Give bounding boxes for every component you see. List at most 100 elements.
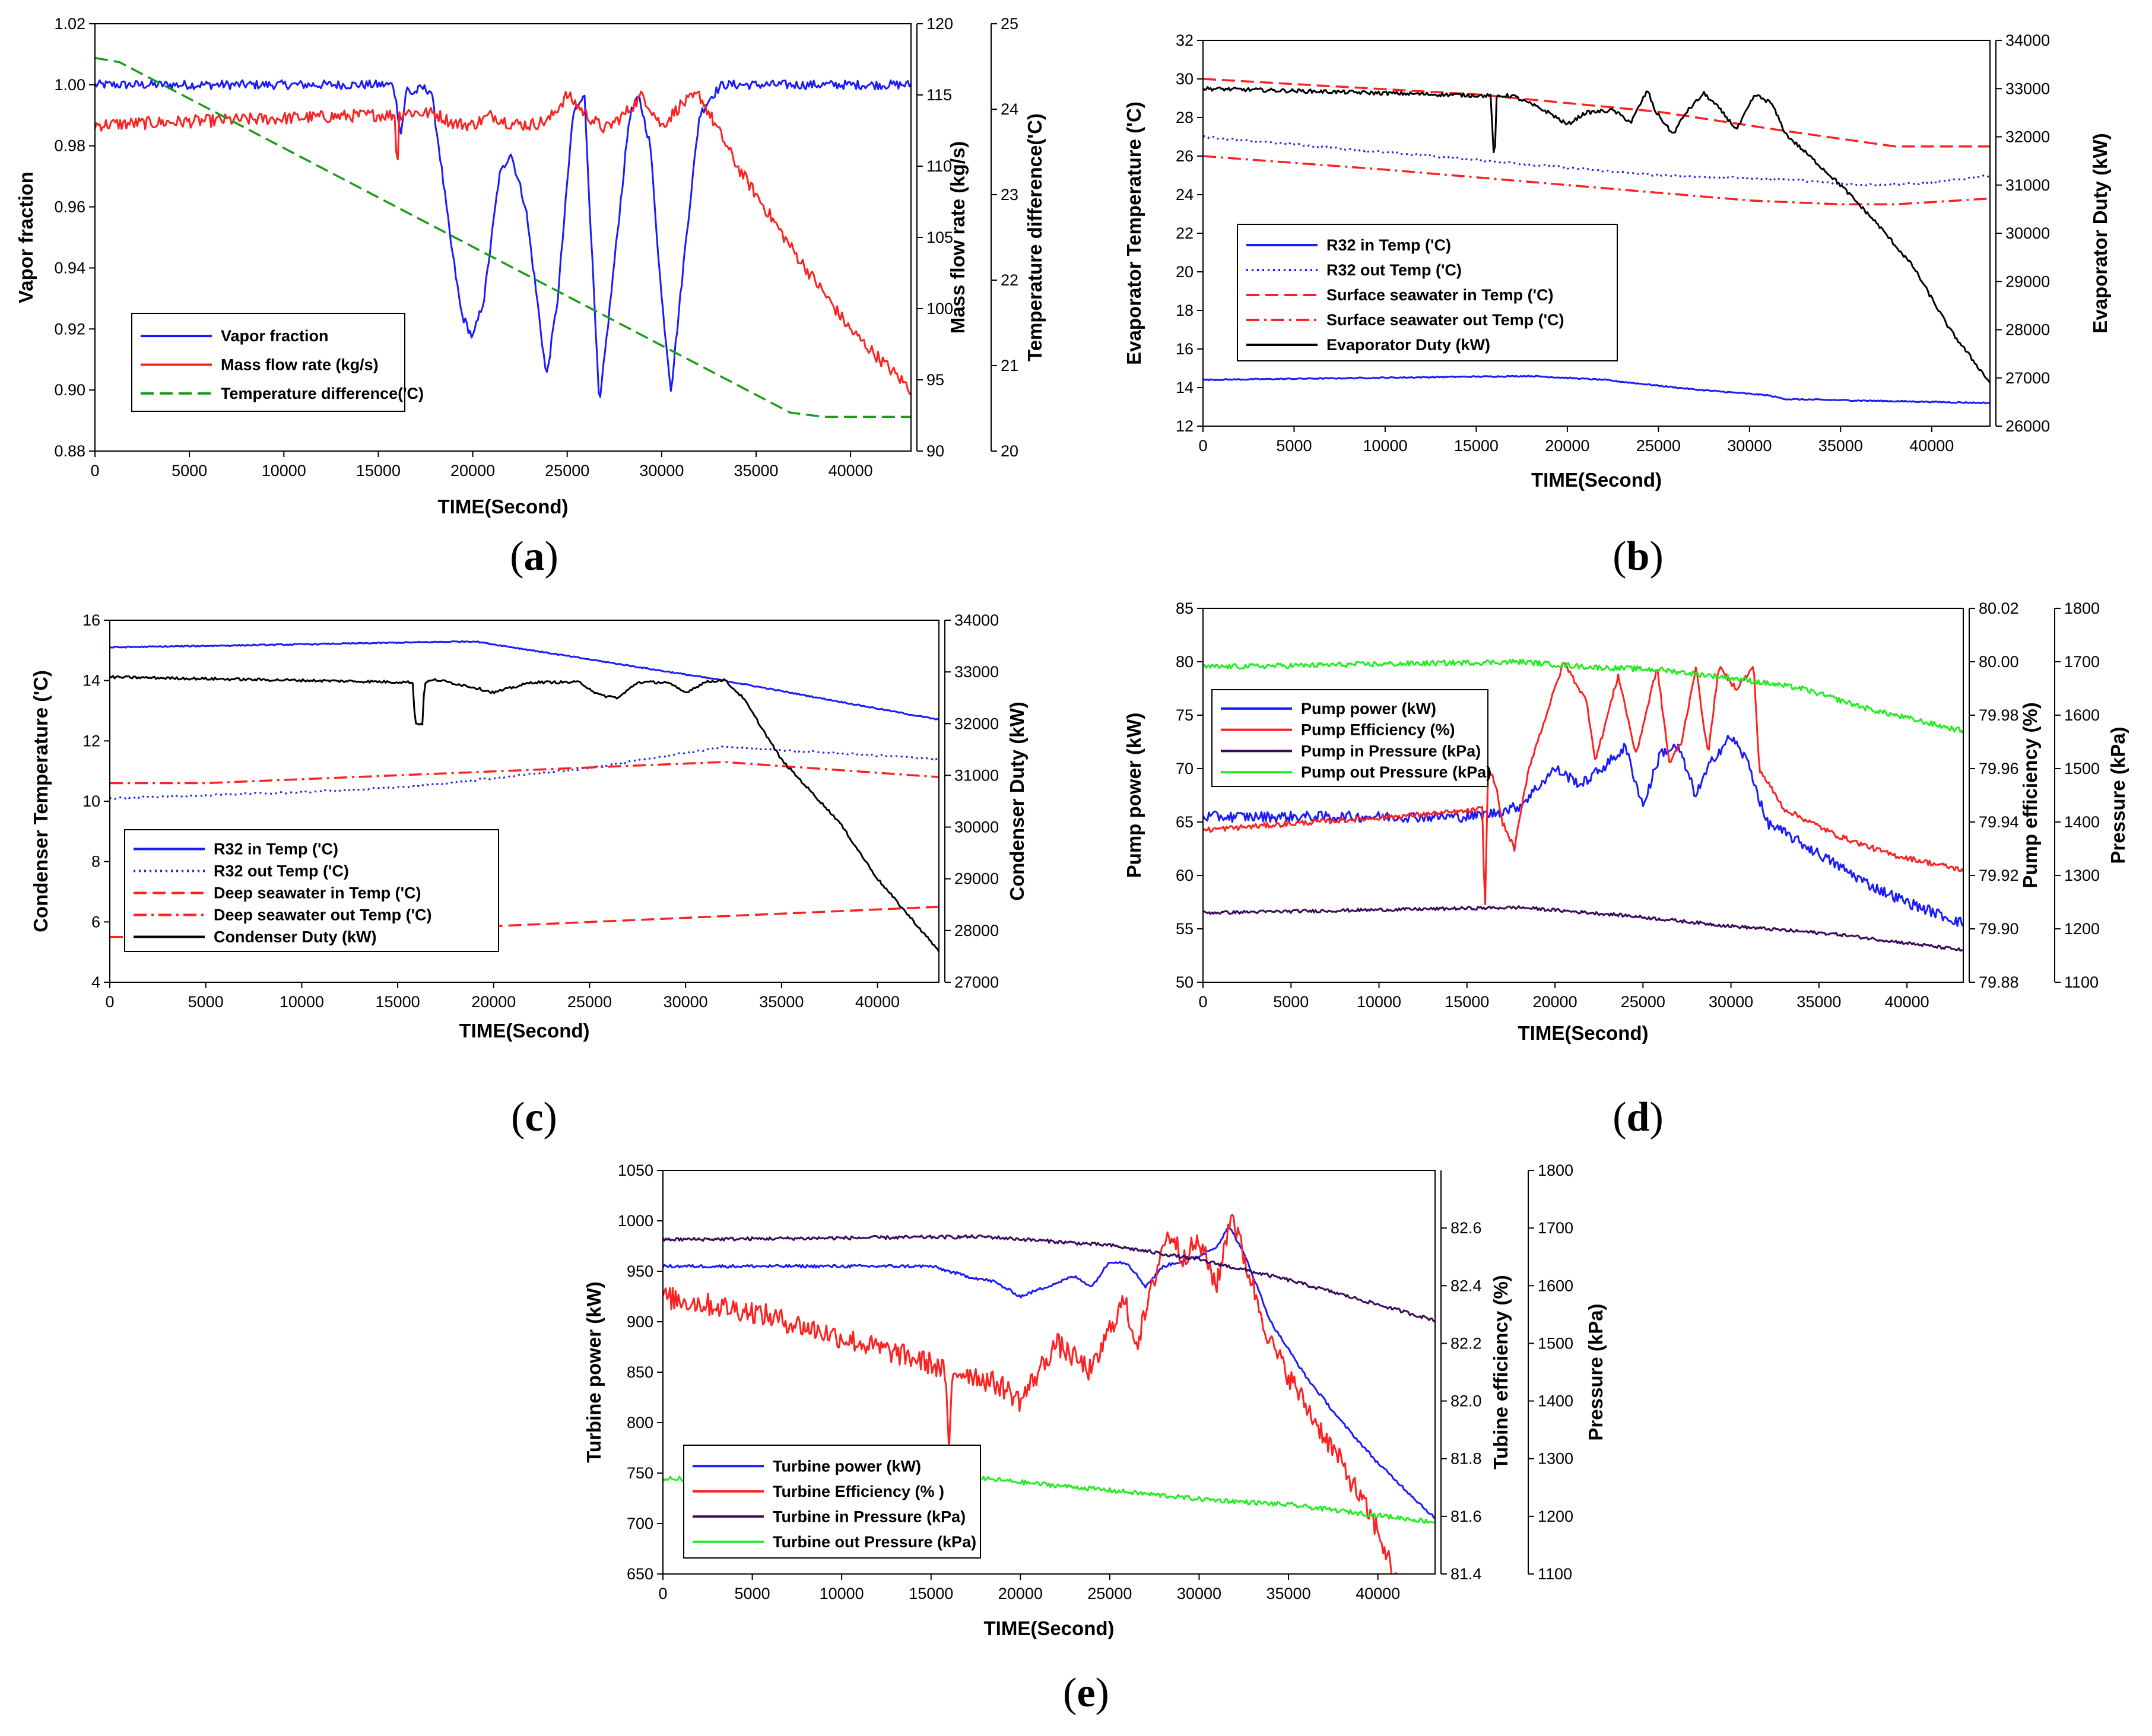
x-tick-label: 30000	[1727, 437, 1772, 455]
y-axis-label-y2: Evaporator Duty (kW)	[2089, 133, 2111, 333]
y-axis-label-y2: Condenser Duty (kW)	[1006, 702, 1028, 901]
chart-panel-c: 0 5000 10000 15000 20000 25000 30000 35000 40000…	[30, 611, 1028, 1140]
y-tick-label-y2: 33000	[2005, 80, 2050, 97]
x-tick-label: 25000	[1636, 437, 1681, 455]
x-tick-label: 20000	[1545, 437, 1589, 455]
y-tick-label-y2: 79.96	[1979, 760, 2019, 777]
y-tick-label-y1: 0.94	[54, 259, 85, 277]
legend-entry-label: Pump Efficiency (%)	[1301, 721, 1455, 739]
series-line-d-1	[1203, 662, 1963, 906]
legend-box	[1237, 224, 1618, 361]
legend-box	[683, 1445, 981, 1559]
legend-entry-label: Condenser Duty (kW)	[214, 928, 377, 946]
y-tick-label-y2: 26000	[2005, 417, 2050, 435]
panel-tag: (c)	[511, 1094, 557, 1140]
y-tick-label-y2: 32000	[2005, 128, 2050, 146]
y-tick-label-y1: 16	[1176, 340, 1194, 358]
y-tick-label-y2: 110	[926, 157, 952, 175]
y-tick-label-y3: 1400	[2064, 813, 2100, 831]
legend-entry-label: Pump in Pressure (kPa)	[1301, 742, 1481, 760]
y-axis-label-y2: Pump efficiency (%)	[2019, 702, 2041, 888]
series-group	[95, 56, 911, 418]
x-tick-label: 5000	[735, 1585, 770, 1602]
y-tick-label-y1: 1.02	[54, 15, 85, 33]
y-axis-label-y1: Evaporator Temperature ('C)	[1123, 101, 1145, 365]
x-tick-label: 5000	[1276, 437, 1312, 455]
x-tick-label: 40000	[1885, 993, 1929, 1011]
y-tick-label-y1: 70	[1176, 760, 1194, 777]
x-axis-label: TIME(Second)	[1531, 469, 1662, 491]
x-tick-label: 5000	[1273, 993, 1309, 1011]
y-tick-label-y1: 0.92	[54, 320, 85, 338]
y-tick-label-y1: 650	[627, 1565, 653, 1583]
y-tick-label-y1: 14	[82, 672, 100, 690]
series-line-d-0	[1203, 735, 1963, 927]
series-line-b-3	[1203, 155, 1990, 206]
series-line-c-1	[110, 745, 939, 800]
x-tick-label: 20000	[450, 462, 495, 480]
y-tick-label-y1: 18	[1176, 302, 1194, 319]
y-tick-label-y2: 29000	[2005, 272, 2050, 290]
x-axis-label: TIME(Second)	[984, 1617, 1115, 1639]
y-tick-label-y1: 80	[1176, 653, 1194, 671]
legend-entry-label: Vapor fraction	[221, 327, 329, 345]
y-tick-label-y3: 1600	[1538, 1277, 1573, 1294]
y-tick-label-y1: 30	[1176, 70, 1194, 88]
y-tick-label-y2: 95	[926, 371, 944, 389]
x-tick-label: 10000	[1357, 993, 1401, 1011]
y-tick-label-y3: 23	[1001, 186, 1018, 204]
x-tick-label: 10000	[262, 462, 306, 480]
y-tick-label-y1: 22	[1176, 224, 1194, 242]
x-tick-label: 35000	[734, 462, 778, 480]
y-tick-label-y1: 0.88	[54, 442, 85, 460]
x-tick-label: 40000	[1356, 1585, 1400, 1602]
y-tick-label-y2: 79.98	[1979, 706, 2019, 724]
y-tick-label-y2: 82.4	[1450, 1277, 1482, 1294]
series-group	[1203, 78, 1990, 405]
legend-entry-label: Surface seawater out Temp ('C)	[1326, 311, 1564, 329]
y-tick-label-y1: 950	[627, 1262, 653, 1280]
series-line-e-1	[663, 1214, 1397, 1574]
y-tick-label-y3: 1400	[1538, 1392, 1573, 1410]
series-line-e-2	[663, 1234, 1435, 1322]
x-tick-label: 25000	[1621, 993, 1665, 1011]
chart-panel-a: 0 5000 10000 15000 20000 25000 30000 35000 40000…	[15, 15, 1046, 579]
legend-entry-label: R32 out Temp ('C)	[1326, 261, 1462, 279]
y-tick-label-y1: 0.96	[54, 198, 85, 216]
y-tick-label-y2: 105	[926, 228, 953, 246]
y-axis-label-y1: Vapor fraction	[15, 172, 37, 303]
y-axis-label-y3: Pressure (kPa)	[2107, 726, 2129, 864]
x-tick-label: 10000	[1363, 437, 1407, 455]
y-tick-label-y3: 1600	[2064, 706, 2100, 724]
x-tick-label: 35000	[1267, 1585, 1311, 1602]
y-tick-label-y1: 65	[1176, 813, 1194, 831]
y-tick-label-y3: 25	[1001, 15, 1018, 33]
x-tick-label: 15000	[1445, 993, 1489, 1011]
panel-tag: (b)	[1613, 534, 1664, 579]
y-tick-label-y2: 31000	[2005, 176, 2050, 194]
y-tick-label-y2: 79.92	[1979, 867, 2019, 884]
y-tick-label-y2: 29000	[954, 870, 999, 888]
y-tick-label-y1: 1050	[618, 1161, 653, 1179]
series-group	[1203, 658, 1963, 952]
y-tick-label-y1: 850	[627, 1363, 653, 1381]
y-axis-label-y1: Pump power (kW)	[1123, 713, 1145, 878]
legend-entry-label: Temperature difference('C)	[221, 385, 424, 402]
legend-entry-label: Pump out Pressure (kPa)	[1301, 763, 1491, 781]
panel-tag: (a)	[510, 534, 558, 579]
y-tick-label-y1: 10	[82, 792, 100, 810]
y-tick-label-y2: 100	[926, 300, 953, 318]
y-tick-label-y2: 82.0	[1450, 1392, 1482, 1410]
y-tick-label-y2: 34000	[2005, 31, 2050, 49]
y-tick-label-y2: 28000	[954, 922, 999, 940]
y-tick-label-y3: 21	[1001, 357, 1018, 375]
y-axis-label-y3: Temperature difference('C)	[1024, 113, 1046, 361]
y-tick-label-y3: 1700	[1538, 1219, 1573, 1237]
x-tick-label: 40000	[855, 993, 900, 1011]
x-tick-label: 25000	[1087, 1585, 1132, 1602]
x-tick-label: 0	[90, 462, 99, 480]
series-line-a-2	[95, 56, 911, 418]
series-line-d-2	[1203, 905, 1963, 952]
y-tick-label-y1: 20	[1176, 263, 1194, 281]
x-tick-label: 35000	[1796, 993, 1841, 1011]
